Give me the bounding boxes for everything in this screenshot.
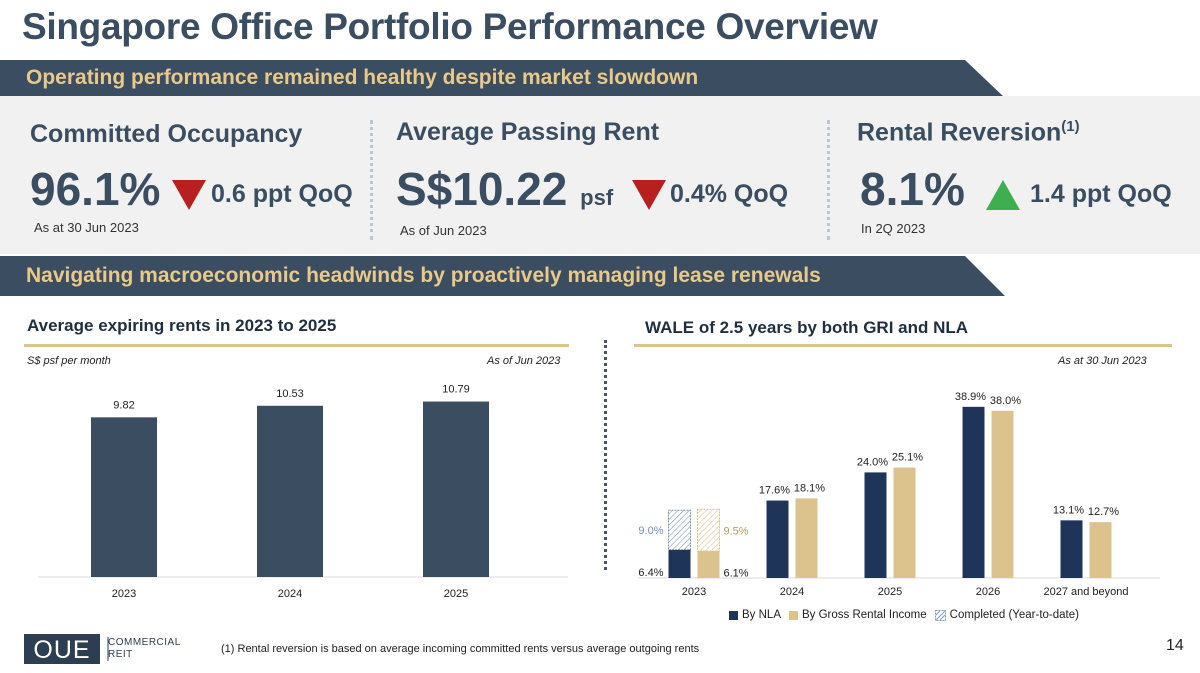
tick-label-2025: 2025 [444, 588, 468, 600]
oue-logo-text: COMMERCIAL REIT [108, 637, 181, 661]
bar-gri-2024 [795, 498, 818, 578]
data-label-nla-2026: 38.9% [955, 391, 986, 403]
chart-wale: 9.0% 6.4% 9.5% 6.1% 2023 17.6% 18.1% 2024 24.0% 2… [638, 391, 1160, 598]
bar-gri-2027 and beyond [1089, 522, 1112, 578]
data-label-2024: 10.53 [276, 388, 304, 400]
data-label-nla-2024: 17.6% [759, 485, 790, 497]
bar-nla-2025 [864, 472, 887, 578]
up-arrow-icon [986, 180, 1020, 210]
bar-nla-2026 [962, 406, 985, 578]
data-label-nla-2023: 6.4% [638, 567, 663, 579]
bar-gri-2026 [991, 410, 1014, 578]
data-label-nla-2025: 24.0% [857, 456, 888, 468]
kpi-panel: Committed Occupancy 96.1% 0.6 ppt QoQ As… [0, 96, 1200, 254]
kpi-reversion-change: 1.4 ppt QoQ [1030, 180, 1172, 208]
kpi-reversion-label-group: Rental Reversion(1) [857, 118, 1080, 147]
legend-label-completed: Completed (Year-to-date) [949, 609, 1079, 621]
data-label-2025: 10.79 [442, 384, 470, 396]
kpi-occupancy-value: 96.1% [30, 163, 161, 215]
legend-item-completed: Completed (Year-to-date) [934, 609, 1079, 621]
bar-2025 [423, 401, 489, 577]
kpi-rent-unit: psf [580, 185, 614, 210]
tick-label-2023: 2023 [112, 588, 136, 600]
kpi-divider [827, 120, 830, 240]
bar-nla-2023 [668, 549, 691, 578]
legend-swatch-nla [729, 610, 738, 620]
bar-completed-nla-2023 [668, 509, 691, 551]
kpi-rent-value-group: S$10.22 psf [396, 162, 613, 216]
kpi-occupancy-note: As at 30 Jun 2023 [34, 220, 139, 235]
bar-completed-gri-2023 [697, 508, 720, 552]
kpi-occupancy-label: Committed Occupancy [30, 120, 303, 148]
legend-swatch-completed [934, 609, 946, 621]
kpi-reversion-value: 8.1% [860, 163, 965, 215]
bar-nla-2027 and beyond [1060, 520, 1083, 578]
kpi-rent-change: 0.4% QoQ [670, 180, 789, 208]
down-arrow-icon [632, 180, 666, 210]
bar-gri-2025 [893, 467, 916, 578]
bar-nla-2024 [766, 500, 789, 578]
chart-rents: 9.82 2023 10.53 2024 10.79 2025 [38, 384, 568, 600]
tick-label-2026: 2026 [976, 586, 1000, 598]
down-arrow-icon [172, 180, 206, 210]
legend-item-gri: By Gross Rental Income [789, 609, 927, 621]
oue-logo-mark: OUE [24, 634, 109, 664]
data-label-gri-2023: 6.1% [724, 568, 749, 580]
legend-label-nla: By NLA [742, 609, 781, 621]
oue-logo-line2: REIT [108, 649, 133, 660]
legend-item-nla: By NLA [729, 609, 781, 621]
kpi-reversion-footnote-ref: (1) [1061, 118, 1080, 135]
kpi-divider [370, 120, 373, 240]
chart-wale-asof: As at 30 Jun 2023 [1058, 355, 1147, 367]
oue-logo: OUE COMMERCIAL REIT [24, 634, 184, 669]
chart-rents-rule [24, 344, 569, 347]
kpi-reversion-note: In 2Q 2023 [861, 221, 926, 236]
kpi-rent-note: As of Jun 2023 [400, 223, 487, 238]
data-label-gri-2025: 25.1% [892, 452, 923, 464]
oue-logo-line1: COMMERCIAL [108, 637, 181, 648]
chart-wale-rule [634, 344, 1172, 347]
tick-label-2027 and beyond: 2027 and beyond [1043, 586, 1128, 598]
kpi-reversion-label: Rental Reversion [857, 118, 1062, 147]
bar-gri-2023 [697, 551, 720, 578]
chart-wale-legend: By NLA By Gross Rental Income Completed … [729, 609, 1087, 621]
banner-headwinds-text: Navigating macroeconomic headwinds by pr… [26, 264, 821, 287]
banner-operating-text: Operating performance remained healthy d… [26, 66, 699, 89]
data-label-2023: 9.82 [113, 399, 134, 411]
kpi-rent-label: Average Passing Rent [396, 118, 660, 146]
data-label-nla-2027 and beyond: 13.1% [1053, 504, 1084, 516]
banner-headwinds: Navigating macroeconomic headwinds by pr… [0, 256, 1010, 296]
data-label-completed-nla-2023: 9.0% [638, 525, 663, 537]
data-label-gri-2027 and beyond: 12.7% [1088, 506, 1119, 518]
chart-divider [604, 340, 607, 570]
chart-rents-title: Average expiring rents in 2023 to 2025 [27, 316, 337, 335]
legend-label-gri: By Gross Rental Income [802, 609, 927, 621]
chart-wale-title: WALE of 2.5 years by both GRI and NLA [645, 318, 969, 337]
footnote: (1) Rental reversion is based on average… [221, 643, 700, 655]
tick-label-2024: 2024 [780, 586, 804, 598]
bar-2024 [257, 405, 323, 577]
svg-text:OUE: OUE [33, 636, 90, 664]
data-label-gri-2024: 18.1% [794, 482, 825, 494]
tick-label-2024: 2024 [278, 588, 302, 600]
chart-rents-unit: S$ psf per month [27, 355, 111, 367]
page-number: 14 [1166, 637, 1184, 654]
legend-swatch-gri [789, 610, 798, 620]
tick-label-2025: 2025 [878, 586, 902, 598]
bar-2023 [91, 417, 157, 577]
kpi-rent-value: S$10.22 [396, 163, 568, 215]
kpi-occupancy-change: 0.6 ppt QoQ [211, 180, 353, 208]
tick-label-2023: 2023 [682, 586, 706, 598]
data-label-completed-gri-2023: 9.5% [724, 525, 749, 537]
page-title: Singapore Office Portfolio Performance O… [22, 6, 878, 47]
data-label-gri-2026: 38.0% [990, 395, 1021, 407]
banner-shape [0, 256, 1005, 296]
banner-shape [0, 60, 1005, 98]
chart-rents-asof: As of Jun 2023 [487, 355, 561, 367]
banner-operating: Operating performance remained healthy d… [0, 60, 1010, 98]
